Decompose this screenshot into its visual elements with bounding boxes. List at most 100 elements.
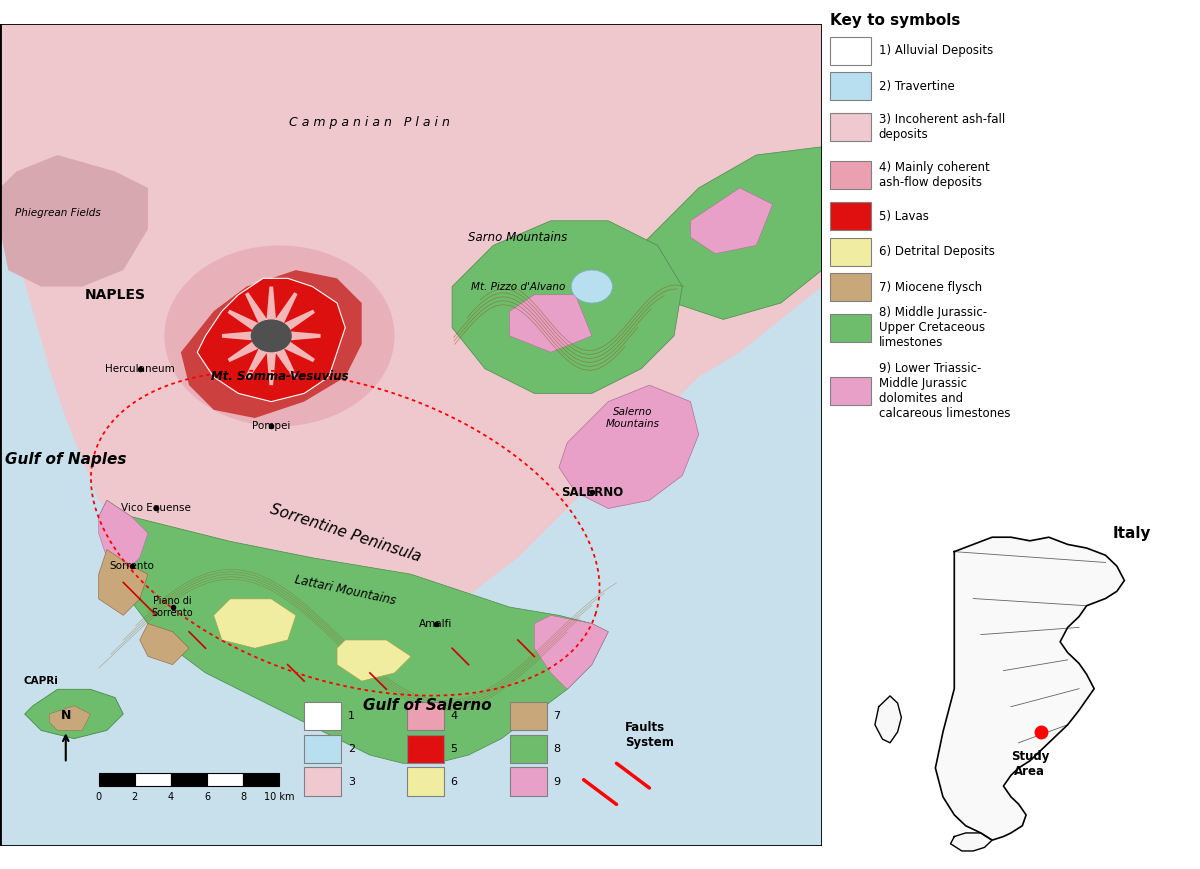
Polygon shape	[245, 333, 276, 380]
Bar	[829, 202, 871, 230]
Polygon shape	[98, 501, 148, 574]
Polygon shape	[181, 270, 361, 418]
Text: Gulf of Naples: Gulf of Naples	[5, 452, 126, 467]
Bar	[304, 701, 341, 731]
Polygon shape	[690, 188, 773, 254]
Text: C a m p a n i a n   P l a i n: C a m p a n i a n P l a i n	[289, 116, 450, 129]
Text: 2: 2	[132, 792, 138, 802]
Polygon shape	[197, 278, 346, 401]
Bar	[510, 734, 547, 763]
Bar	[170, 773, 208, 786]
Text: 2: 2	[348, 744, 355, 754]
Bar	[304, 734, 341, 763]
Polygon shape	[0, 188, 98, 665]
Bar	[510, 767, 547, 796]
Text: Italy: Italy	[1112, 527, 1151, 541]
Text: Sorrentine Peninsula: Sorrentine Peninsula	[268, 501, 422, 565]
Text: NAPLES: NAPLES	[84, 288, 145, 302]
Text: Mt. Pizzo d'Alvano: Mt. Pizzo d'Alvano	[470, 282, 565, 291]
Text: 6: 6	[450, 777, 457, 786]
Text: 4) Mainly coherent
ash-flow deposits: 4) Mainly coherent ash-flow deposits	[878, 162, 990, 189]
Polygon shape	[228, 309, 275, 342]
Polygon shape	[265, 335, 277, 385]
Text: Phiegrean Fields: Phiegrean Fields	[14, 208, 101, 217]
Text: Study
Area: Study Area	[1010, 750, 1049, 778]
Text: Piano di
Sorrento: Piano di Sorrento	[152, 596, 193, 618]
Bar	[98, 773, 134, 786]
Text: 0: 0	[96, 792, 102, 802]
Text: N: N	[60, 709, 71, 722]
Text: Vico Equense: Vico Equense	[121, 503, 191, 514]
Text: 8: 8	[553, 744, 560, 754]
Bar	[829, 162, 871, 189]
Text: 2) Travertine: 2) Travertine	[878, 80, 954, 93]
Polygon shape	[875, 696, 901, 743]
Text: 8) Middle Jurassic-
Upper Cretaceous
limestones: 8) Middle Jurassic- Upper Cretaceous lim…	[878, 307, 986, 349]
Text: 10 km: 10 km	[264, 792, 295, 802]
Bar	[829, 273, 871, 302]
Ellipse shape	[571, 270, 612, 303]
Bar	[829, 36, 871, 65]
Text: 7) Miocene flysch: 7) Miocene flysch	[878, 281, 982, 294]
Text: 3: 3	[348, 777, 355, 786]
Text: 3) Incoherent ash-fall
deposits: 3) Incoherent ash-fall deposits	[878, 113, 1004, 141]
Text: 9) Lower Triassic-
Middle Jurassic
dolomites and
calcareous limestones: 9) Lower Triassic- Middle Jurassic dolom…	[878, 362, 1010, 421]
Bar	[407, 701, 444, 731]
Text: Salerno
Mountains: Salerno Mountains	[606, 408, 660, 429]
Ellipse shape	[251, 320, 292, 352]
Polygon shape	[245, 292, 276, 339]
Polygon shape	[559, 385, 698, 508]
Text: Sorrento: Sorrento	[109, 561, 154, 571]
Polygon shape	[268, 309, 314, 342]
Text: 6) Detrital Deposits: 6) Detrital Deposits	[878, 245, 995, 258]
Text: 8: 8	[240, 792, 246, 802]
Bar	[829, 314, 871, 342]
Text: Amalfi: Amalfi	[419, 619, 452, 628]
Polygon shape	[139, 624, 190, 665]
Polygon shape	[936, 537, 1124, 840]
Bar	[244, 773, 280, 786]
Polygon shape	[214, 599, 296, 648]
Polygon shape	[265, 287, 277, 335]
Bar	[829, 377, 871, 406]
Polygon shape	[950, 833, 992, 851]
Text: 5) Lavas: 5) Lavas	[878, 209, 929, 222]
Text: Pompei: Pompei	[252, 421, 290, 431]
Polygon shape	[98, 549, 148, 615]
Bar	[829, 113, 871, 141]
Text: CAPRi: CAPRi	[24, 676, 59, 687]
Text: 1) Alluvial Deposits: 1) Alluvial Deposits	[878, 44, 992, 57]
Polygon shape	[25, 689, 124, 739]
Text: Mt. Somma-Vesuvius: Mt. Somma-Vesuvius	[211, 370, 348, 383]
Text: Faults
System: Faults System	[625, 720, 673, 748]
Text: 6: 6	[204, 792, 210, 802]
Text: Sarno Mountains: Sarno Mountains	[468, 231, 568, 243]
Text: Lattari Mountains: Lattari Mountains	[293, 574, 397, 607]
Text: 4: 4	[168, 792, 174, 802]
Text: 4: 4	[450, 711, 457, 721]
Polygon shape	[222, 329, 271, 342]
Polygon shape	[98, 501, 608, 763]
Bar	[304, 767, 341, 796]
Ellipse shape	[164, 245, 395, 427]
Text: 5: 5	[450, 744, 457, 754]
Bar	[407, 767, 444, 796]
Text: Herculaneum: Herculaneum	[104, 364, 175, 374]
Polygon shape	[266, 292, 298, 339]
Polygon shape	[271, 329, 320, 342]
Bar	[208, 773, 244, 786]
Polygon shape	[0, 23, 822, 665]
Polygon shape	[641, 147, 822, 320]
Polygon shape	[228, 330, 275, 362]
Bar	[134, 773, 170, 786]
Polygon shape	[0, 155, 148, 287]
Polygon shape	[268, 330, 314, 362]
Text: Key to symbols: Key to symbols	[829, 13, 960, 28]
Polygon shape	[452, 221, 683, 394]
Text: Gulf of Salerno: Gulf of Salerno	[364, 699, 492, 713]
Bar	[407, 734, 444, 763]
Text: SALERNO: SALERNO	[560, 486, 623, 499]
Polygon shape	[266, 333, 298, 380]
Text: 9: 9	[553, 777, 560, 786]
Polygon shape	[510, 295, 592, 352]
